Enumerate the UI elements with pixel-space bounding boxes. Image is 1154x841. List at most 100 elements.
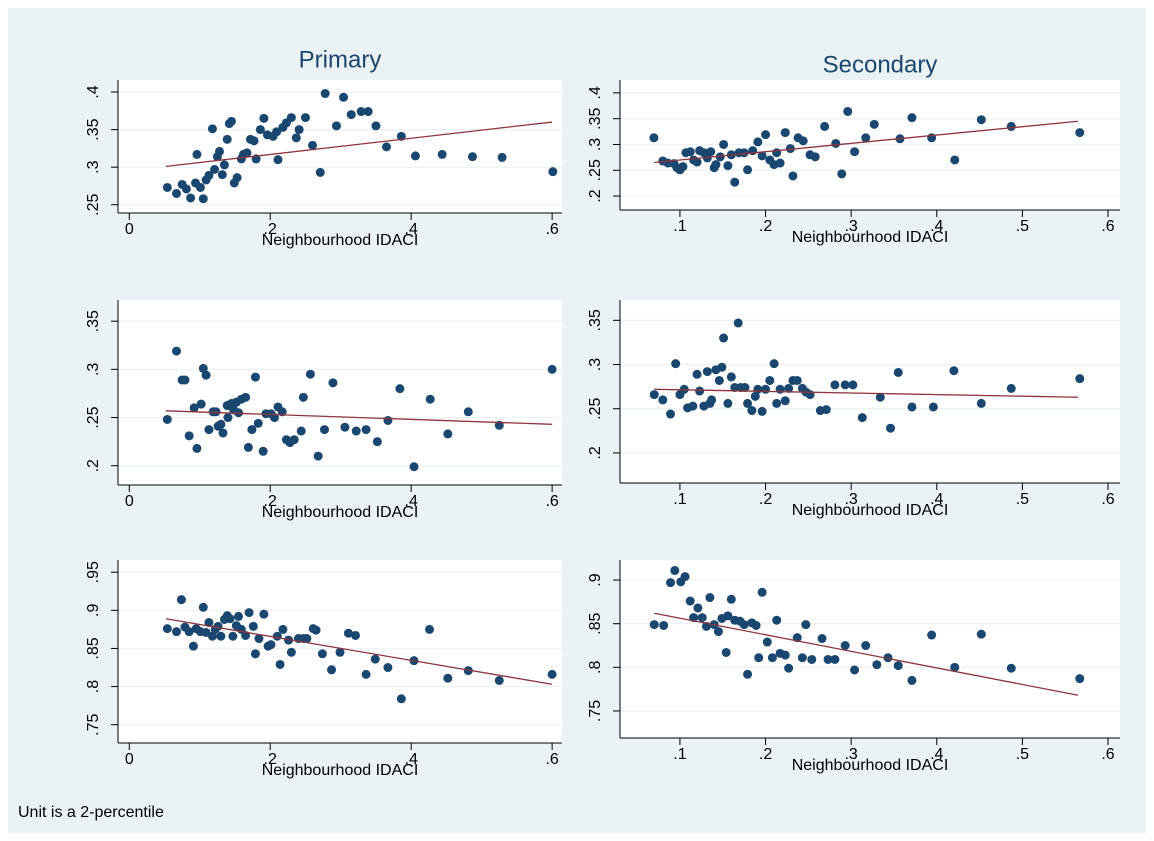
y-tick-label: .35 bbox=[587, 107, 604, 129]
scatter-point bbox=[666, 409, 676, 419]
y-tick-label: .2 bbox=[587, 189, 604, 202]
column-title: Primary bbox=[299, 46, 382, 73]
scatter-point bbox=[383, 415, 393, 425]
scatter-point bbox=[850, 665, 860, 675]
scatter-point bbox=[750, 391, 760, 401]
y-tick-label: .9 bbox=[587, 573, 604, 586]
x-axis-title: Neighbourhood IDACI bbox=[792, 757, 949, 774]
y-tick-label: .25 bbox=[587, 159, 604, 181]
scatter-point bbox=[346, 110, 356, 120]
scatter-point bbox=[204, 425, 214, 435]
scatter-point bbox=[192, 149, 202, 159]
scatter-point bbox=[250, 372, 260, 382]
scatter-point bbox=[869, 119, 879, 129]
scatter-point bbox=[171, 188, 181, 198]
scatter-point bbox=[907, 113, 917, 123]
scatter-point bbox=[248, 621, 258, 631]
scatter-point bbox=[351, 630, 361, 640]
scatter-point bbox=[258, 446, 268, 456]
scatter-point bbox=[242, 148, 252, 158]
scatter-point bbox=[949, 366, 959, 376]
scatter-point bbox=[692, 157, 702, 167]
scatter-point bbox=[259, 609, 269, 619]
x-tick-label: .4 bbox=[405, 751, 418, 768]
scatter-point bbox=[339, 92, 349, 102]
scatter-point bbox=[217, 170, 227, 180]
scatter-point bbox=[184, 431, 194, 441]
scatter-point bbox=[298, 392, 308, 402]
scatter-point bbox=[848, 380, 858, 390]
y-tick-label: .3 bbox=[587, 138, 604, 151]
scatter-point bbox=[840, 641, 850, 651]
y-tick-label: .3 bbox=[85, 160, 102, 173]
y-tick-label: .35 bbox=[587, 309, 604, 331]
y-tick-label: .95 bbox=[85, 561, 102, 583]
scatter-point bbox=[213, 621, 223, 631]
scatter-point bbox=[747, 406, 757, 416]
scatter-point bbox=[497, 152, 507, 162]
scatter-point bbox=[320, 89, 330, 99]
scatter-point bbox=[331, 121, 341, 131]
x-tick-label: .2 bbox=[759, 218, 772, 235]
scatter-point bbox=[784, 663, 794, 673]
x-tick-label: .1 bbox=[673, 746, 686, 763]
x-tick-label: .3 bbox=[844, 491, 857, 508]
scatter-point bbox=[831, 138, 841, 148]
scatter-point bbox=[907, 675, 917, 685]
scatter-point bbox=[730, 177, 740, 187]
x-axis-title: Neighbourhood IDACI bbox=[792, 502, 949, 519]
y-tick-label: .4 bbox=[85, 85, 102, 98]
scatter-point bbox=[371, 121, 381, 131]
scatter-point bbox=[928, 402, 938, 412]
x-tick-label: .6 bbox=[545, 751, 558, 768]
x-axis-title: Neighbourhood IDACI bbox=[262, 762, 419, 779]
y-tick-label: .25 bbox=[587, 398, 604, 420]
scatter-point bbox=[241, 392, 251, 402]
scatter-point bbox=[707, 395, 717, 405]
y-tick-label: .85 bbox=[587, 612, 604, 634]
scatter-point bbox=[382, 142, 392, 152]
scatter-point bbox=[327, 665, 337, 675]
scatter-point bbox=[785, 144, 795, 154]
scatter-point bbox=[198, 363, 208, 373]
scatter-point bbox=[711, 160, 721, 170]
scatter-point bbox=[201, 370, 211, 380]
scatter-point bbox=[181, 184, 191, 194]
scatter-point bbox=[189, 403, 199, 413]
scatter-point bbox=[850, 147, 860, 157]
scatter-point bbox=[211, 407, 221, 417]
scatter-point bbox=[726, 594, 736, 604]
scatter-point bbox=[872, 660, 882, 670]
scatter-point bbox=[719, 333, 729, 343]
scatter-point bbox=[547, 364, 557, 374]
scatter-point bbox=[207, 631, 217, 641]
x-tick-label: .4 bbox=[930, 218, 943, 235]
scatter-point bbox=[171, 346, 181, 356]
scatter-point bbox=[751, 620, 761, 630]
scatter-point bbox=[659, 620, 669, 630]
scatter-point bbox=[198, 602, 208, 612]
scatter-point bbox=[1006, 383, 1016, 393]
scatter-point bbox=[226, 116, 236, 126]
scatter-point bbox=[383, 663, 393, 673]
fit-line bbox=[165, 618, 553, 685]
plot-region bbox=[620, 560, 1120, 738]
y-tick-label: .4 bbox=[587, 86, 604, 99]
scatter-point bbox=[713, 627, 723, 637]
scatter-point bbox=[162, 182, 172, 192]
scatter-point bbox=[801, 620, 811, 630]
scatter-point bbox=[740, 383, 750, 393]
scatter-point bbox=[210, 164, 220, 174]
scatter-point bbox=[467, 152, 477, 162]
scatter-point bbox=[196, 399, 206, 409]
scatter-point bbox=[548, 167, 558, 177]
y-tick-label: .85 bbox=[85, 637, 102, 659]
scatter-point bbox=[883, 653, 893, 663]
scatter-point bbox=[754, 653, 764, 663]
scatter-point bbox=[893, 367, 903, 377]
scatter-point bbox=[1075, 128, 1085, 138]
scatter-point bbox=[843, 106, 853, 116]
x-tick-label: .2 bbox=[759, 746, 772, 763]
scatter-point bbox=[275, 659, 285, 669]
x-tick-label: .6 bbox=[545, 493, 558, 510]
